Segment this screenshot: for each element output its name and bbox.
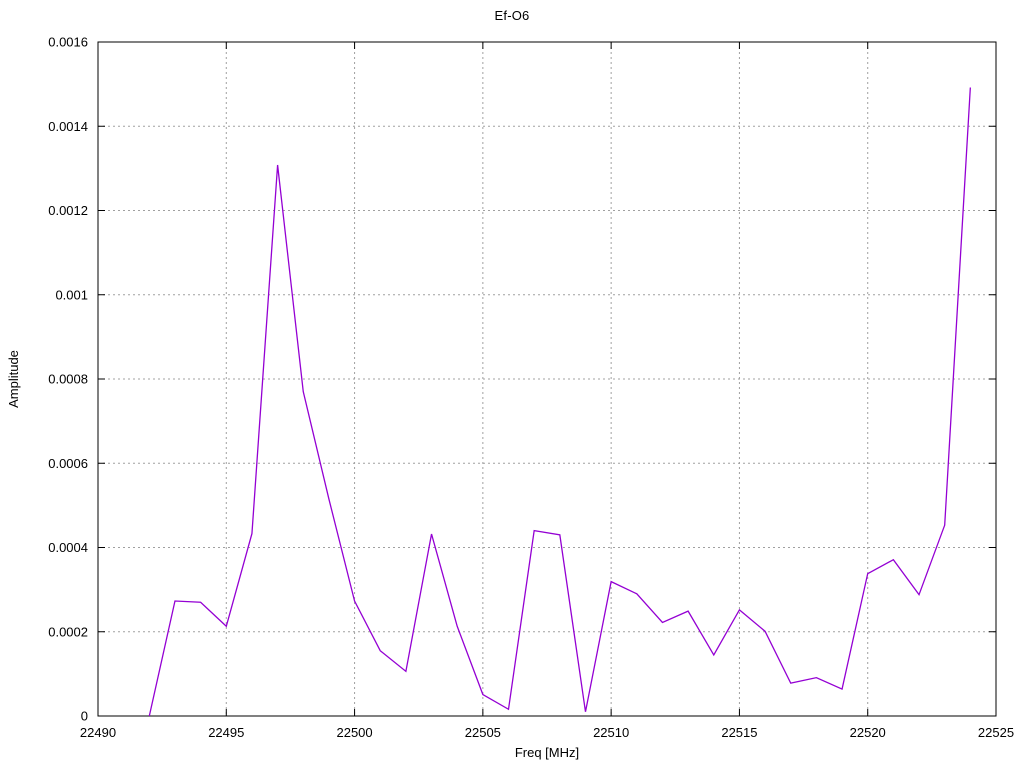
x-axis-tick-label: 22490 bbox=[80, 725, 116, 740]
y-axis-tick-label: 0.001 bbox=[55, 287, 88, 302]
y-axis-tick-label: 0.0012 bbox=[48, 203, 88, 218]
y-axis-tick-label: 0.0014 bbox=[48, 119, 88, 134]
x-axis-tick-label: 22525 bbox=[978, 725, 1014, 740]
plot-frame bbox=[97, 41, 997, 717]
y-axis-title: Amplitude bbox=[6, 350, 21, 408]
data-line-Ef-O6 bbox=[148, 87, 971, 717]
y-axis-tick-label: 0.0016 bbox=[48, 35, 88, 50]
grid-lines bbox=[98, 42, 996, 716]
y-axis-tick-label: 0.0006 bbox=[48, 456, 88, 471]
x-axis-tick-label: 22495 bbox=[208, 725, 244, 740]
y-axis-tick-label: 0 bbox=[81, 709, 88, 724]
y-axis-tick-label: 0.0002 bbox=[48, 624, 88, 639]
y-axis-tick-label: 0.0008 bbox=[48, 372, 88, 387]
axis-tick-labels: 22490 22495 22500 22505 22510 22515 22520 22525… bbox=[48, 35, 1014, 741]
plot-border bbox=[97, 41, 997, 717]
x-axis-tick-label: 22500 bbox=[336, 725, 372, 740]
axis-ticks bbox=[97, 41, 997, 717]
x-axis-tick-label: 22520 bbox=[850, 725, 886, 740]
y-axis-tick-label: 0.0004 bbox=[48, 540, 88, 555]
x-axis-tick-label: 22505 bbox=[465, 725, 501, 740]
data-series-layer bbox=[148, 87, 971, 717]
chart-title: Ef-O6 bbox=[494, 8, 530, 23]
x-axis-title: Freq [MHz] bbox=[515, 745, 579, 760]
x-axis-tick-label: 22510 bbox=[593, 725, 629, 740]
x-axis-tick-label: 22515 bbox=[721, 725, 757, 740]
